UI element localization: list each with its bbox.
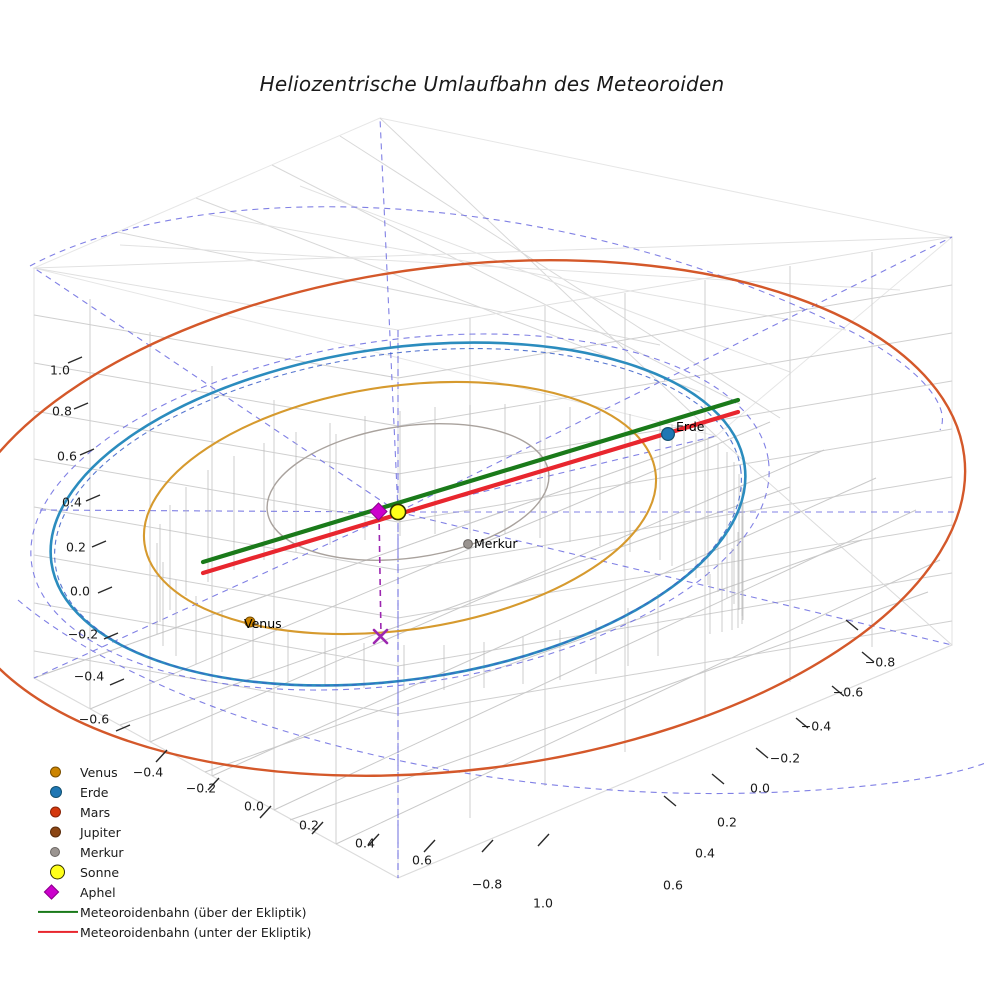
aphel-marker-icon [34,882,78,902]
legend-item-erde[interactable]: Erde [34,782,334,802]
ztick-5: 0.2 [66,539,86,555]
orbit-erde [49,341,747,687]
page-title: Heliozentrische Umlaufbahn des Meteoroid… [259,72,725,96]
axis-ticks [67,356,875,853]
ztick-9: −0.6 [78,711,110,727]
point-label-venus: Venus [244,616,282,631]
legend-label-sonne: Sonne [80,864,120,880]
ztick-6: 0.0 [70,583,90,599]
marker-erde [660,427,675,442]
orbit-venus [142,380,658,636]
ytick-5: 0.0 [750,780,770,796]
legend-item-jupiter[interactable]: Jupiter [34,822,334,842]
orbit-mars [0,259,967,777]
legend-item-path-below[interactable]: Meteoroidenbahn (unter der Ekliptik) [34,922,334,942]
ztick-7: −0.2 [67,626,99,642]
pane-grid-right [397,236,953,879]
erde-marker-icon [34,782,78,802]
legend-label-path-above: Meteoroidenbahn (über der Ekliptik) [80,904,307,920]
ztick-1: 1.0 [50,362,70,378]
pane-grid-top [32,117,954,437]
reference-lines-dashed [17,117,984,878]
ztick-2: 0.8 [52,403,72,419]
ztick-8: −0.4 [73,668,105,684]
legend-label-merkur: Merkur [80,844,124,860]
projection-droplines [156,404,744,690]
legend-item-path-above[interactable]: Meteoroidenbahn (über der Ekliptik) [34,902,334,922]
xtick-2: −0.2 [185,780,217,796]
ztick-4: 0.4 [62,494,82,510]
ytick-4: −0.2 [769,750,801,766]
legend-label-venus: Venus [80,764,118,780]
ytick-7: 0.4 [695,845,715,861]
meteoroid-path-below-ecliptic [200,409,741,576]
point-label-erde: Erde [676,419,705,434]
marker-aphel [369,502,388,521]
ztick-3: 0.6 [57,448,77,464]
legend-item-venus[interactable]: Venus [34,762,334,782]
meteoroid-path-above-ecliptic [200,397,741,565]
legend-item-mars[interactable]: Mars [34,802,334,822]
path-below-line-icon [34,922,78,942]
xtick-8: 1.0 [533,895,553,911]
jupiter-marker-icon [34,822,78,842]
legend: Venus Erde Mars Jupiter Merkur [34,762,334,942]
legend-label-jupiter: Jupiter [80,824,121,840]
legend-label-aphel: Aphel [80,884,116,900]
aphelion-dropline [378,512,382,637]
orbit-erde-dashed [54,348,742,686]
point-label-merkur: Merkur [474,536,518,551]
orbit-merkur [266,423,550,561]
marker-sonne [389,503,407,521]
xtick-7: −0.8 [471,876,503,892]
xtick-6: 0.6 [412,852,432,868]
ytick-2: −0.6 [832,684,864,700]
marker-venus [244,616,256,628]
merkur-marker-icon [34,842,78,862]
aphelion-projection-marker [372,628,389,645]
ytick-3: −0.4 [800,718,832,734]
legend-item-sonne[interactable]: Sonne [34,862,334,882]
mars-marker-icon [34,802,78,822]
xtick-5: 0.4 [355,835,375,851]
legend-label-erde: Erde [80,784,109,800]
venus-marker-icon [34,762,78,782]
ytick-1: −0.8 [864,654,896,670]
marker-merkur [463,539,473,549]
xtick-4: 0.2 [299,817,319,833]
pane-grid-floor [32,421,953,879]
legend-item-aphel[interactable]: Aphel [34,882,334,902]
legend-label-mars: Mars [80,804,111,820]
xtick-3: 0.0 [244,798,264,814]
sonne-marker-icon [34,862,78,882]
ytick-8: 0.6 [663,877,683,893]
legend-label-path-below: Meteoroidenbahn (unter der Ekliptik) [80,924,312,940]
legend-item-merkur[interactable]: Merkur [34,842,334,862]
path-above-line-icon [34,902,78,922]
ytick-6: 0.2 [717,814,737,830]
xtick-1: −0.4 [132,764,164,780]
